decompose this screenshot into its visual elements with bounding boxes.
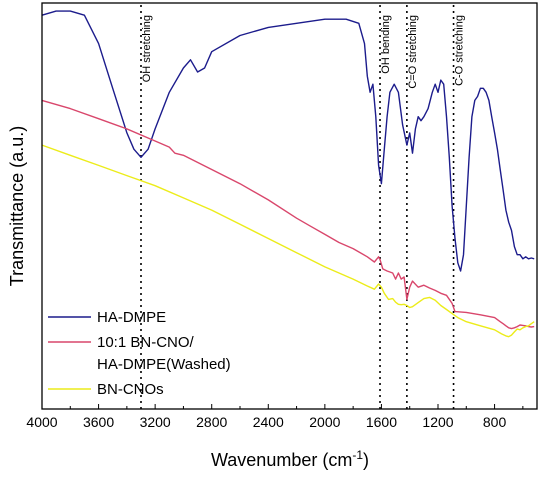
x-tick-label: 2000 [309,414,340,430]
annotation-label-oh-bending: OH bending [380,15,392,74]
x-axis-title-sup: -1 [352,448,363,462]
annotation-label-c-o-stretching: C=O stretching [407,15,419,89]
y-axis-title: Transmittance (a.u.) [7,126,27,286]
annotation-label-c-o-stretching: C-O stretching [454,15,466,86]
x-tick-label: 4000 [26,414,57,430]
x-tick-label: 1200 [422,414,453,430]
legend-label-bn-cnos: BN-CNOs [97,381,164,398]
annotation-lines [140,5,455,409]
x-tick-label: 800 [483,414,507,430]
legend-label-10-1-bn-cno: 10:1 BN-CNO/ [97,334,195,351]
x-tick-label: 2800 [196,414,227,430]
legend-label-ha-dmpe: HA-DMPE [97,309,166,326]
annotation-labels: OH stretching OH bending C=O stretching C-O… [141,15,466,89]
x-axis-ticks: 4000 3600 3200 2800 2400 2000 1600 1200 800 [26,404,524,430]
annotation-label-oh-stretching: OH stretching [141,15,153,82]
x-axis-title-main: Wavenumber (cm [211,450,352,470]
series-line-bn-cnos [41,144,535,338]
legend-label-line2: HA-DMPE(Washed) [97,356,231,373]
x-axis-title-end: ) [363,450,369,470]
x-tick-label: 3200 [140,414,171,430]
x-tick-label: 2400 [253,414,284,430]
series-group [41,10,535,338]
legend: HA-DMPE 10:1 BN-CNO/HA-DMPE(Washed) BN-CNO… [48,309,231,398]
x-axis-title: Wavenumber (cm-1) [211,448,369,470]
series-line-ha-dmpe [41,10,535,272]
plot-frame [41,2,538,410]
series-line-10-1-bn-cno [41,99,535,330]
x-tick-label: 1600 [366,414,397,430]
x-tick-label: 3600 [83,414,114,430]
